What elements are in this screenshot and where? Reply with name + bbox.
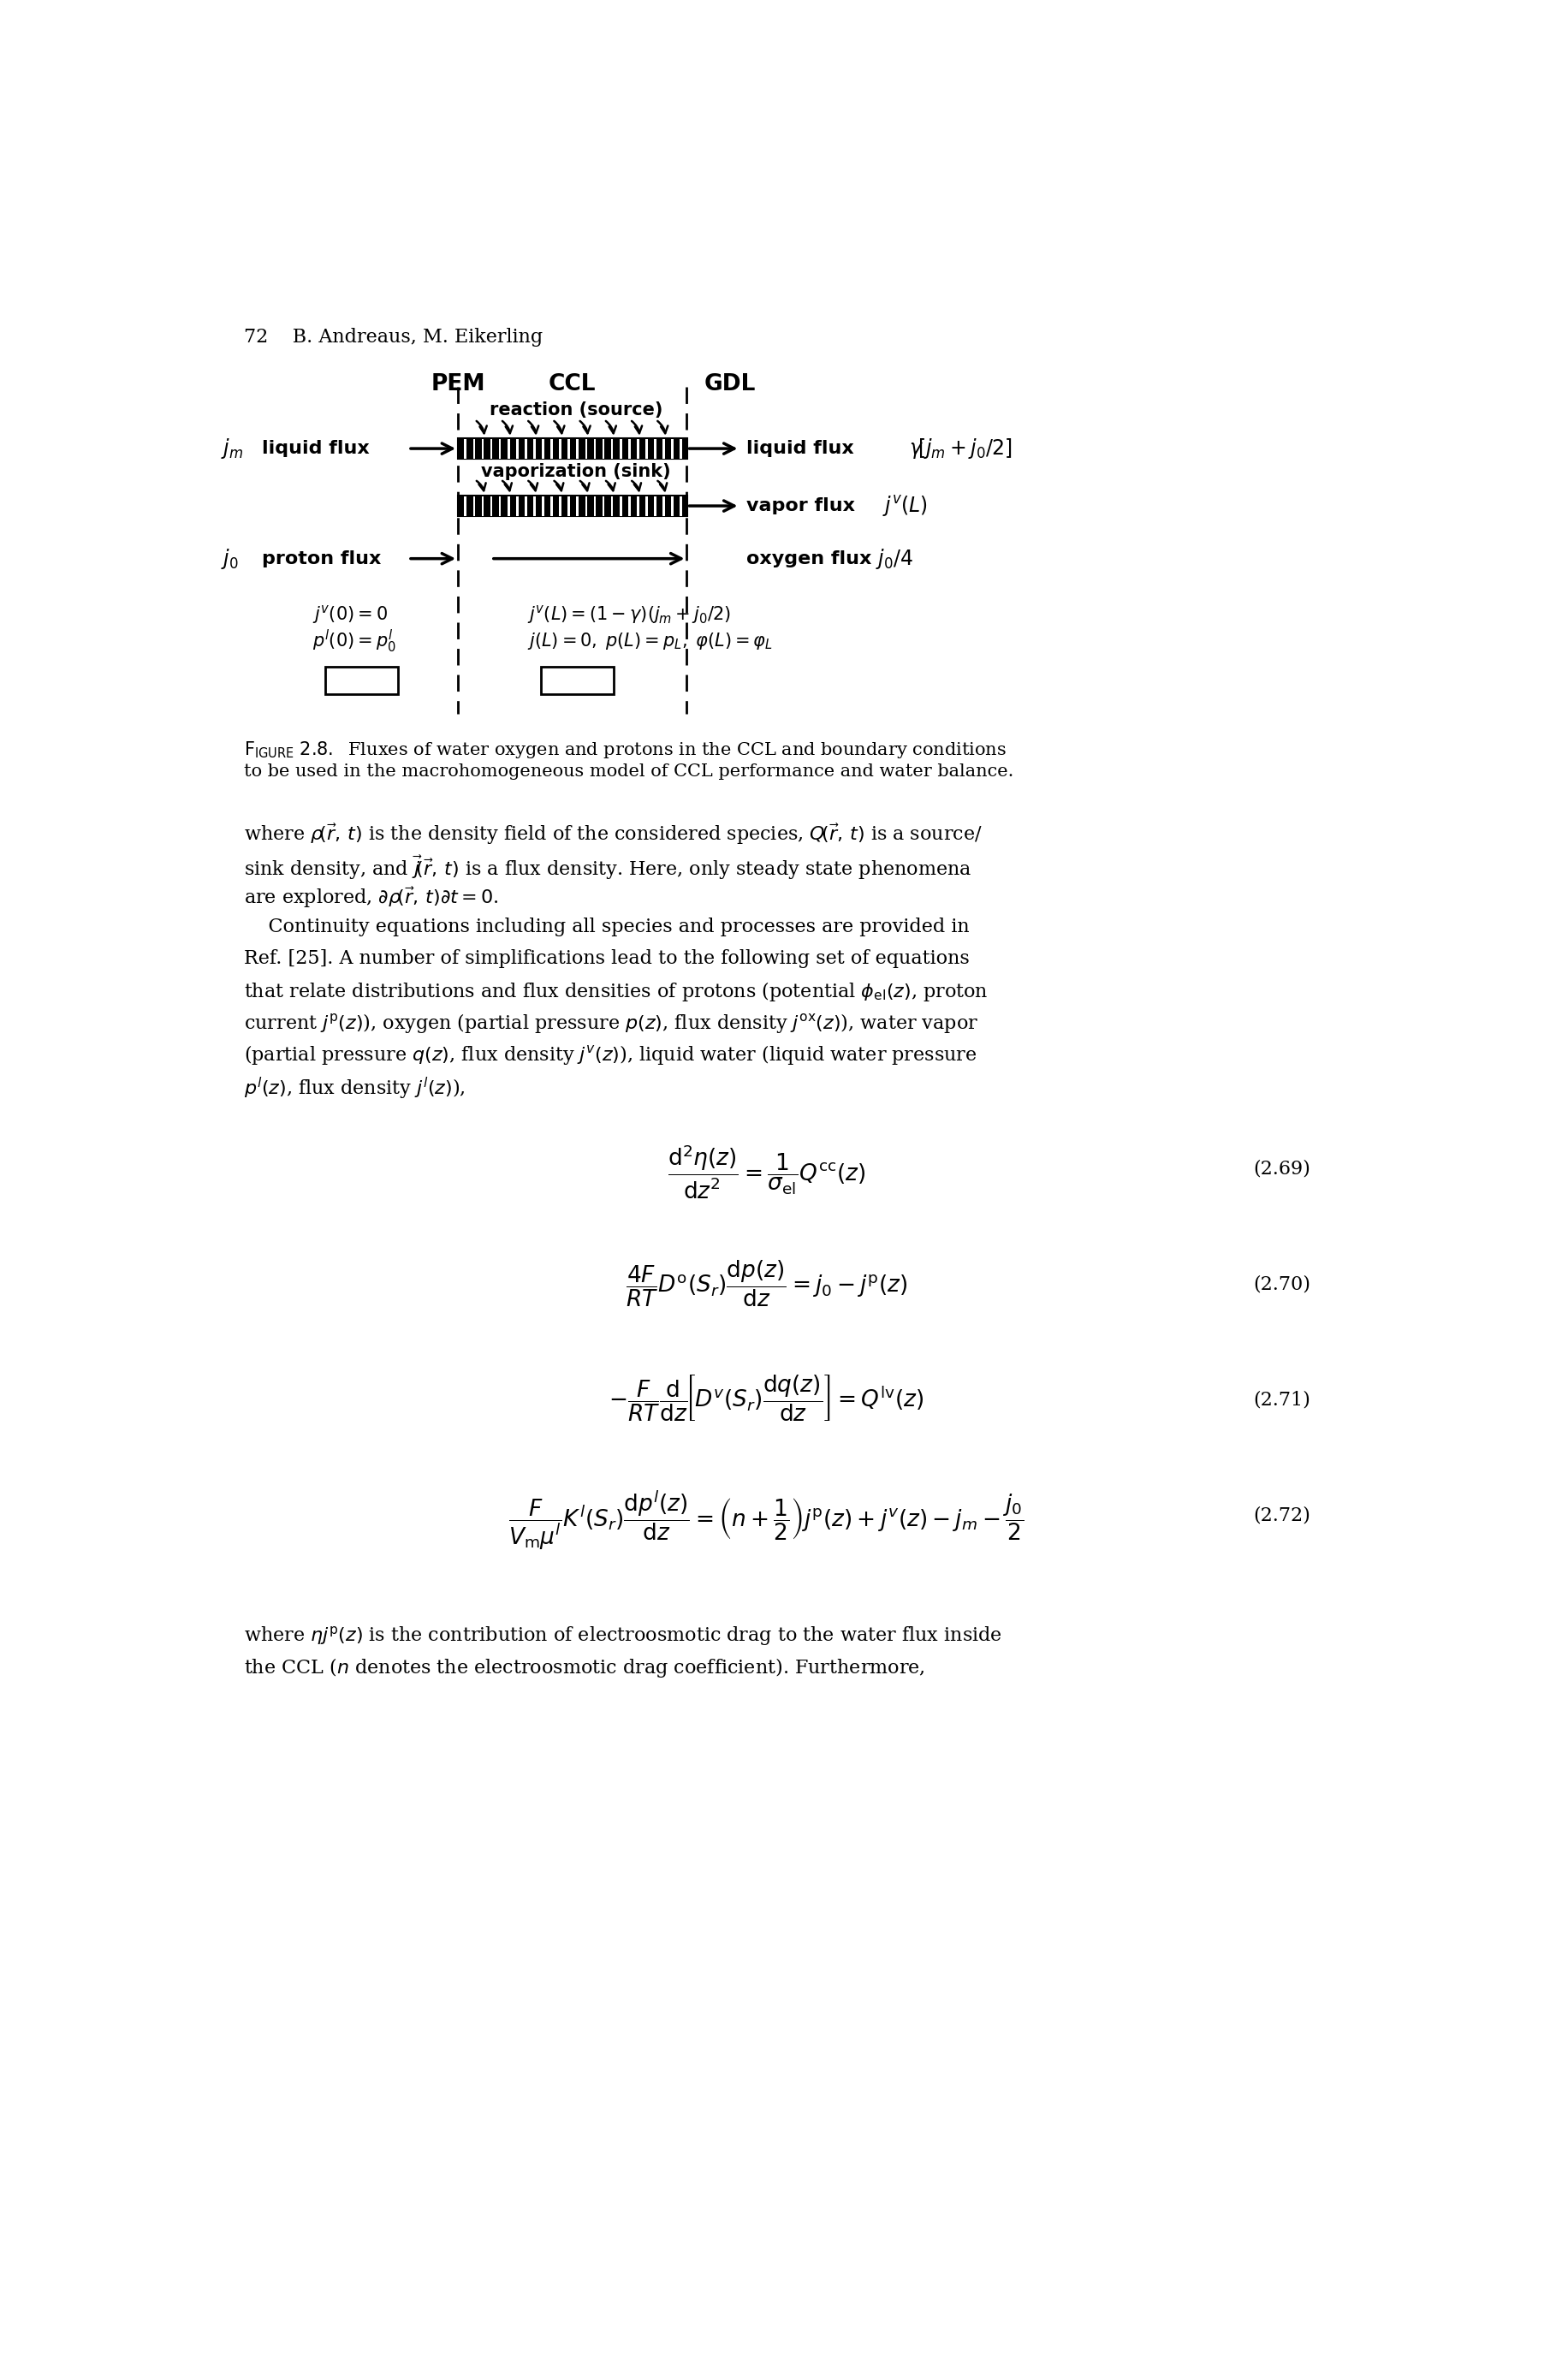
- Bar: [629, 497, 630, 516]
- Bar: [474, 440, 475, 459]
- Bar: [585, 497, 588, 516]
- Text: $j_m$: $j_m$: [221, 437, 243, 461]
- Text: proton flux: proton flux: [262, 551, 381, 568]
- Bar: [671, 440, 674, 459]
- Bar: [491, 440, 492, 459]
- Bar: [568, 497, 571, 516]
- Bar: [550, 440, 554, 459]
- Text: $j_0/4$: $j_0/4$: [877, 546, 914, 570]
- Bar: [629, 440, 630, 459]
- Bar: [508, 497, 510, 516]
- Text: $\dfrac{\mathrm{d}^2\eta(z)}{\mathrm{d}z^2} = \dfrac{1}{\sigma_{\mathrm{el}}} Q^: $\dfrac{\mathrm{d}^2\eta(z)}{\mathrm{d}z…: [668, 1143, 866, 1200]
- Bar: [646, 497, 648, 516]
- Bar: [671, 497, 674, 516]
- Bar: [491, 497, 492, 516]
- Bar: [550, 497, 554, 516]
- Text: $\mathrm{F}_\mathrm{IGURE}$ $\mathrm{2.8.}$  Fluxes of water oxygen and protons : $\mathrm{F}_\mathrm{IGURE}$ $\mathrm{2.8…: [243, 739, 1007, 760]
- Bar: [619, 497, 622, 516]
- Bar: [325, 668, 398, 694]
- Text: vaporization (sink): vaporization (sink): [481, 463, 671, 480]
- Text: (2.70): (2.70): [1253, 1276, 1311, 1295]
- Text: the CCL ($n$ denotes the electroosmotic drag coefficient). Furthermore,: the CCL ($n$ denotes the electroosmotic …: [243, 1656, 925, 1680]
- Bar: [560, 497, 561, 516]
- Text: $j_0$: $j_0$: [221, 546, 238, 570]
- Bar: [541, 668, 615, 694]
- Bar: [577, 497, 579, 516]
- Bar: [543, 497, 544, 516]
- Bar: [533, 497, 536, 516]
- Text: (2.71): (2.71): [1253, 1390, 1311, 1409]
- Text: $\dfrac{4F}{RT}D^{\mathrm{o}}(S_r)\dfrac{\mathrm{d}p(z)}{\mathrm{d}z} = j_0 - j^: $\dfrac{4F}{RT}D^{\mathrm{o}}(S_r)\dfrac…: [626, 1259, 908, 1309]
- Text: $\gamma\!\left[j_m + j_0/2\right]$: $\gamma\!\left[j_m + j_0/2\right]$: [909, 437, 1013, 461]
- Text: 72    B. Andreaus, M. Eikerling: 72 B. Andreaus, M. Eikerling: [243, 328, 543, 347]
- Text: (2.72): (2.72): [1253, 1506, 1311, 1525]
- Text: $j^v(L)$: $j^v(L)$: [883, 494, 928, 518]
- Text: $-\dfrac{F}{RT}\dfrac{\mathrm{d}}{\mathrm{d}z}\!\left[D^v(S_r)\dfrac{\mathrm{d}q: $-\dfrac{F}{RT}\dfrac{\mathrm{d}}{\mathr…: [608, 1373, 924, 1423]
- Bar: [585, 440, 588, 459]
- Text: oxygen flux: oxygen flux: [746, 551, 872, 568]
- Text: where $\rho\!\left(\vec{r},\,t\right)$ is the density field of the considered sp: where $\rho\!\left(\vec{r},\,t\right)$ i…: [243, 822, 982, 846]
- Bar: [481, 440, 485, 459]
- Text: GDL: GDL: [704, 373, 756, 394]
- Bar: [464, 497, 467, 516]
- Bar: [516, 440, 519, 459]
- Text: sink density, and $\vec{j}\!\left(\vec{r},\,t\right)$ is a flux density. Here, o: sink density, and $\vec{j}\!\left(\vec{r…: [243, 853, 972, 881]
- Text: Ref. [25]. A number of simplifications lead to the following set of equations: Ref. [25]. A number of simplifications l…: [243, 948, 969, 967]
- Bar: [663, 440, 665, 459]
- Bar: [499, 440, 502, 459]
- Bar: [681, 497, 682, 516]
- Bar: [481, 497, 485, 516]
- Bar: [499, 497, 502, 516]
- Text: $\mathbf{z = L}$: $\mathbf{z = L}$: [554, 670, 601, 689]
- Bar: [602, 440, 605, 459]
- Bar: [458, 437, 687, 459]
- Bar: [525, 497, 527, 516]
- Bar: [637, 497, 640, 516]
- Text: CCL: CCL: [549, 373, 596, 394]
- Text: $j(L) = 0,\; p(L) = p_L,\; \varphi(L) = \varphi_L$: $j(L) = 0,\; p(L) = p_L,\; \varphi(L) = …: [528, 630, 773, 651]
- Bar: [560, 440, 561, 459]
- Text: $j^v(0) = 0$: $j^v(0) = 0$: [312, 604, 387, 625]
- Bar: [681, 440, 682, 459]
- Text: reaction (source): reaction (source): [489, 402, 662, 418]
- Text: $\dfrac{F}{V_{\mathrm{m}}\mu^l}K^l(S_r)\dfrac{\mathrm{d}p^l(z)}{\mathrm{d}z} = \: $\dfrac{F}{V_{\mathrm{m}}\mu^l}K^l(S_r)\…: [508, 1490, 1024, 1552]
- Text: (partial pressure $q(z)$, flux density $j^v(z)$), liquid water (liquid water pre: (partial pressure $q(z)$, flux density $…: [243, 1043, 977, 1067]
- Text: vapor flux: vapor flux: [746, 497, 855, 516]
- Bar: [543, 440, 544, 459]
- Bar: [533, 440, 536, 459]
- Bar: [474, 497, 475, 516]
- Text: where $\eta j^{\mathrm{p}}(z)$ is the contribution of electroosmotic drag to the: where $\eta j^{\mathrm{p}}(z)$ is the co…: [243, 1625, 1002, 1647]
- Bar: [602, 497, 605, 516]
- Bar: [619, 440, 622, 459]
- Bar: [594, 440, 596, 459]
- Text: are explored, $\partial\rho\!\left(\vec{r},\,t\right)\partial t = 0$.: are explored, $\partial\rho\!\left(\vec{…: [243, 886, 499, 910]
- Bar: [568, 440, 571, 459]
- Bar: [516, 497, 519, 516]
- Bar: [525, 440, 527, 459]
- Bar: [577, 440, 579, 459]
- Text: (2.69): (2.69): [1253, 1159, 1311, 1178]
- Text: $j^v(L) = (1-\gamma)(j_m + j_0/2)$: $j^v(L) = (1-\gamma)(j_m + j_0/2)$: [528, 604, 731, 625]
- Text: PEM: PEM: [431, 373, 485, 394]
- Text: $p^l(z)$, flux density $j^l(z)$),: $p^l(z)$, flux density $j^l(z)$),: [243, 1076, 466, 1100]
- Text: Continuity equations including all species and processes are provided in: Continuity equations including all speci…: [243, 917, 969, 936]
- Text: current $j^{\mathrm{p}}(z)$), oxygen (partial pressure $p(z)$, flux density $j^{: current $j^{\mathrm{p}}(z)$), oxygen (pa…: [243, 1012, 978, 1036]
- Bar: [464, 440, 467, 459]
- Text: to be used in the macrohomogeneous model of CCL performance and water balance.: to be used in the macrohomogeneous model…: [243, 763, 1013, 779]
- Bar: [646, 440, 648, 459]
- Bar: [654, 440, 657, 459]
- Text: $p^l(0) = p_0^l$: $p^l(0) = p_0^l$: [312, 627, 395, 653]
- Bar: [637, 440, 640, 459]
- Bar: [654, 497, 657, 516]
- Bar: [612, 497, 613, 516]
- Text: $\mathbf{z = 0}$: $\mathbf{z = 0}$: [337, 670, 386, 689]
- Text: liquid flux: liquid flux: [746, 440, 855, 456]
- Bar: [508, 440, 510, 459]
- Bar: [612, 440, 613, 459]
- Bar: [663, 497, 665, 516]
- Bar: [594, 497, 596, 516]
- Bar: [458, 494, 687, 516]
- Text: that relate distributions and flux densities of protons (potential $\phi_{\mathr: that relate distributions and flux densi…: [243, 981, 988, 1003]
- Text: liquid flux: liquid flux: [262, 440, 370, 456]
